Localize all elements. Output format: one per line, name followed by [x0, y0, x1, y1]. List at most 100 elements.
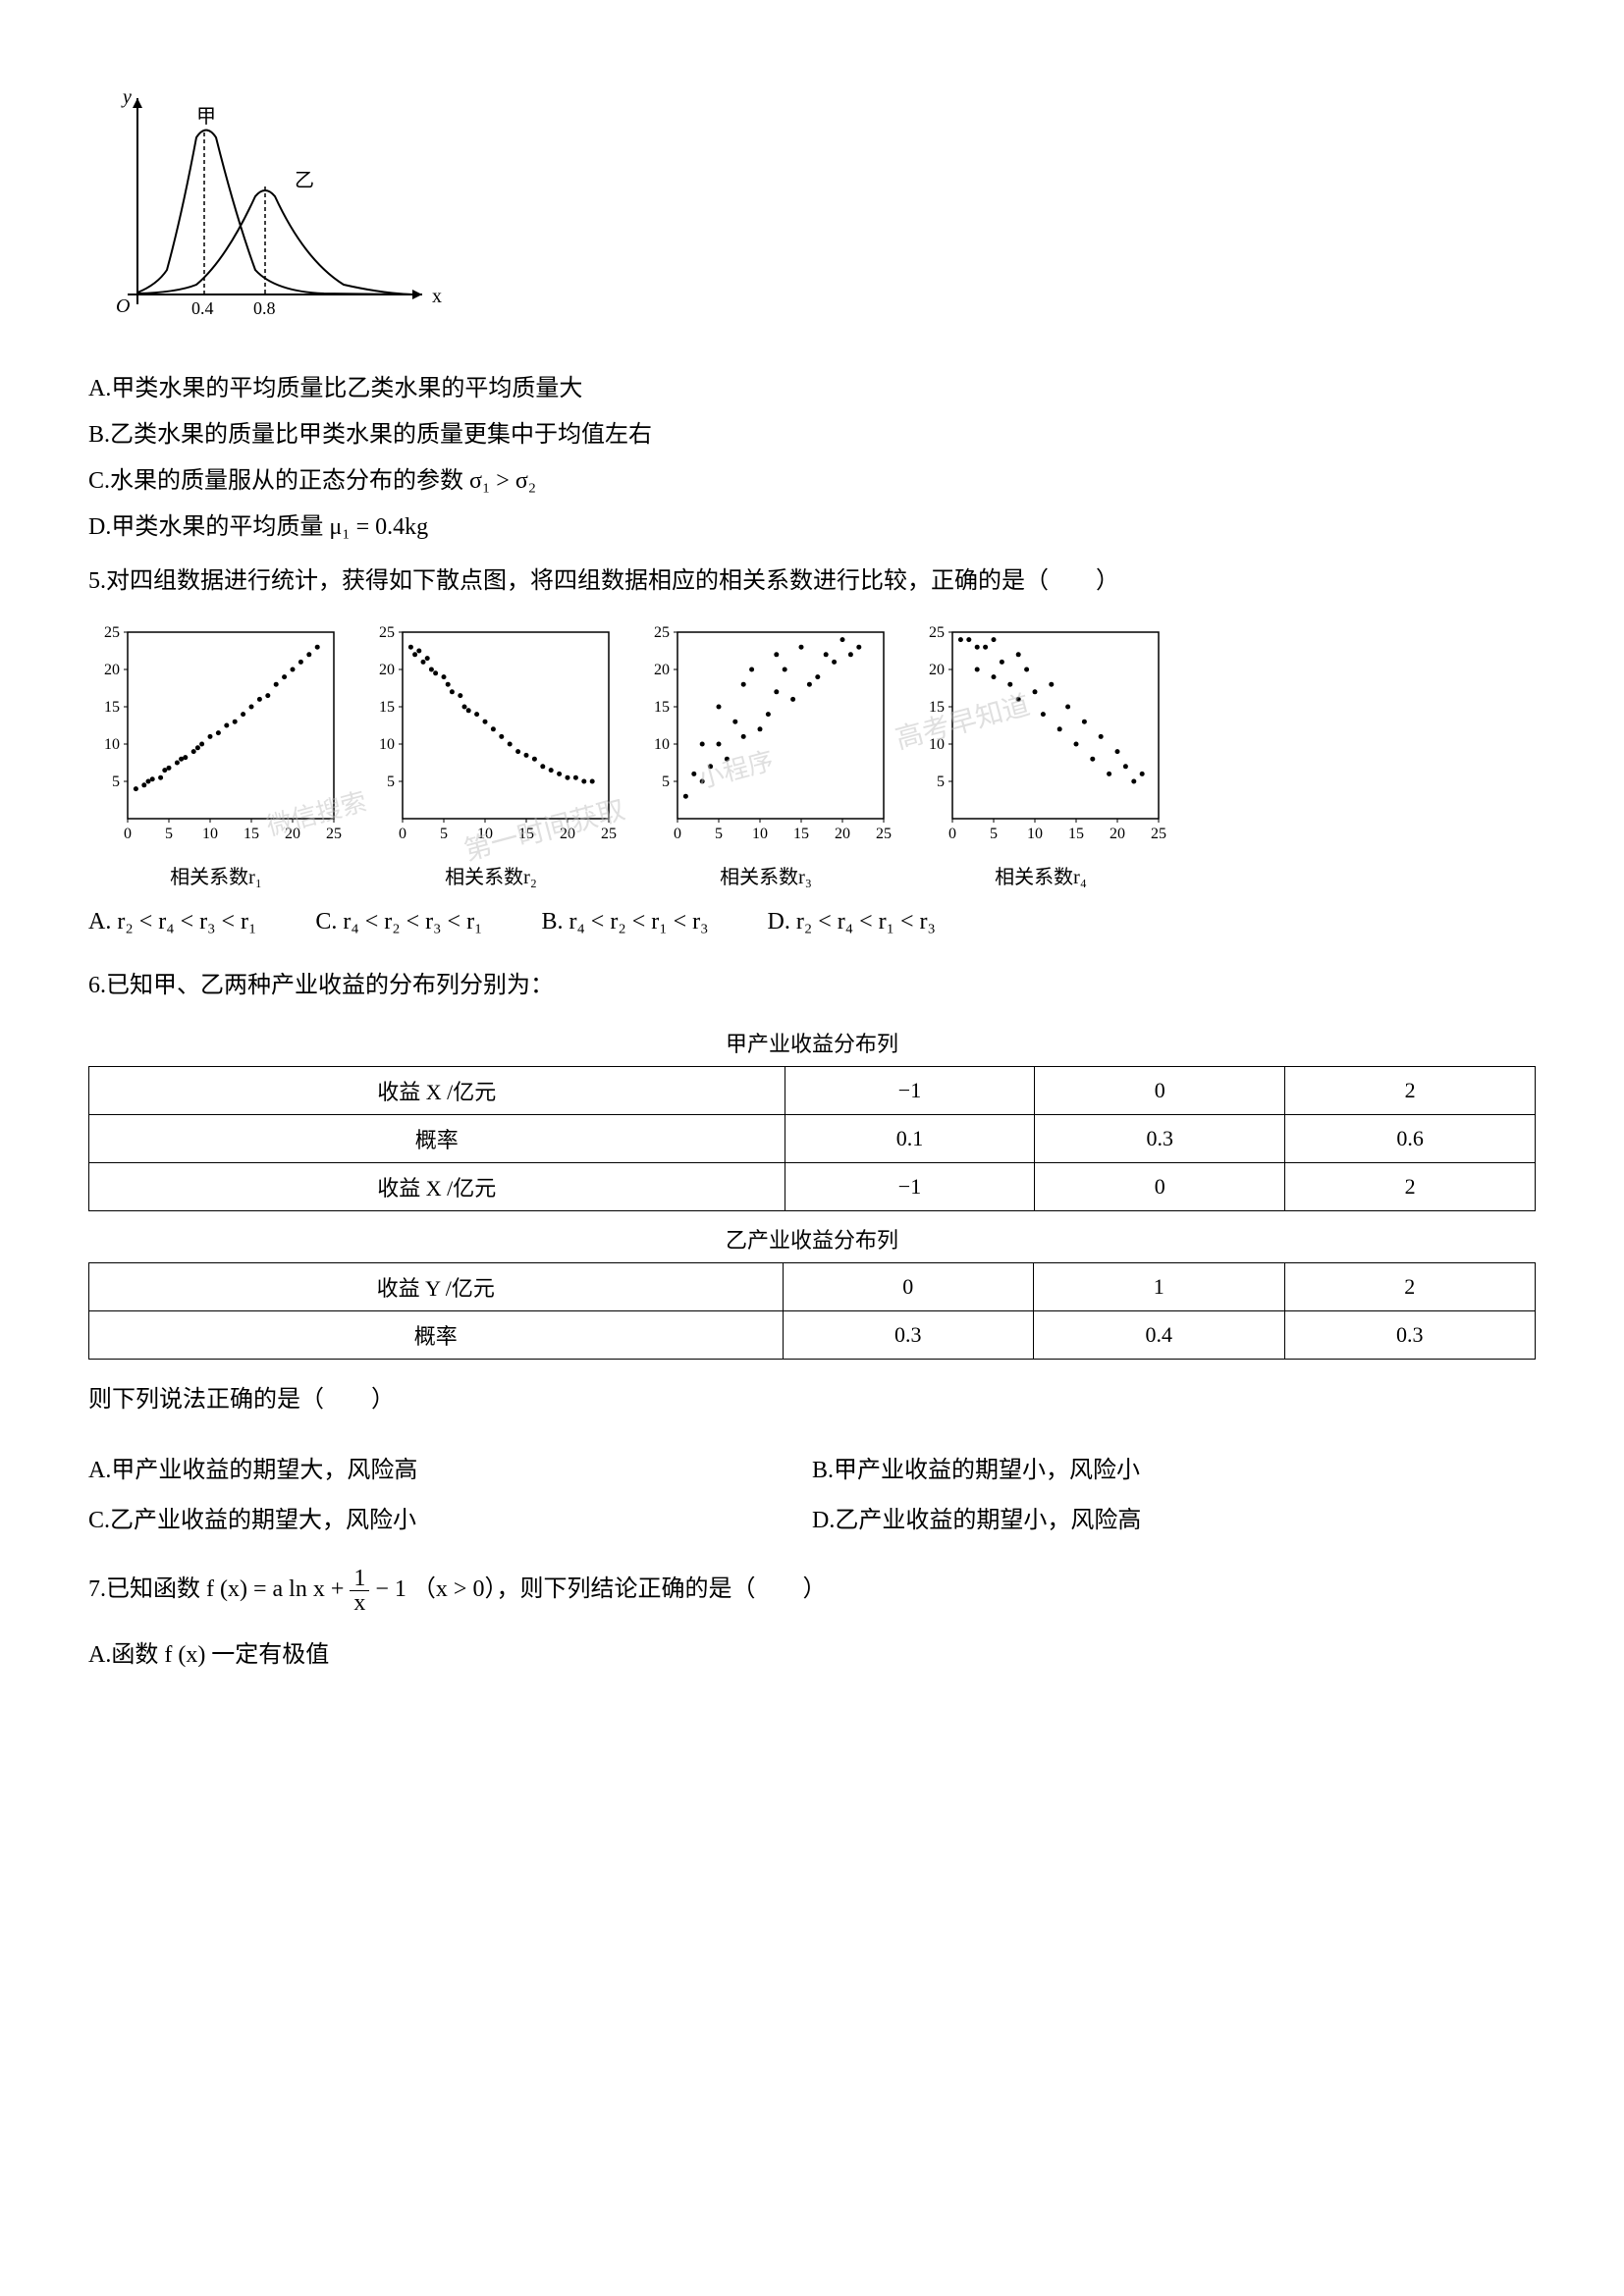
table-cell: −1	[785, 1067, 1035, 1115]
svg-text:20: 20	[835, 826, 850, 842]
q4-option-a: A.甲类水果的平均质量比乙类水果的平均质量大	[88, 368, 1536, 402]
svg-text:0: 0	[674, 826, 681, 842]
distribution-table-2: 收益 Y /亿元 0 1 2 概率 0.3 0.4 0.3	[88, 1262, 1536, 1360]
scatter-item: 0510152025510152025 相关系数r₄	[913, 622, 1168, 889]
q5-option-b: B. r₄ < r₂ < r₁ < r₃	[541, 909, 708, 935]
svg-text:10: 10	[379, 736, 395, 753]
svg-text:15: 15	[793, 826, 809, 842]
table-cell: 0.6	[1285, 1115, 1536, 1163]
table-cell: 0	[1035, 1067, 1285, 1115]
table-cell: −1	[785, 1163, 1035, 1211]
svg-text:25: 25	[1151, 826, 1166, 842]
svg-text:10: 10	[654, 736, 670, 753]
svg-text:20: 20	[1110, 826, 1125, 842]
scatter-item: 0510152025510152025 相关系数r₂	[363, 622, 619, 889]
q5-option-a: A. r₂ < r₄ < r₃ < r₁	[88, 909, 256, 935]
q7-prefix: 7.已知函数 f (x) = a ln x +	[88, 1576, 350, 1602]
q6-option-b: B.甲产业收益的期望小，风险小	[812, 1450, 1536, 1484]
svg-text:5: 5	[165, 826, 173, 842]
distribution-table-1: 收益 X /亿元 −1 0 2 概率 0.1 0.3 0.6 收益 X /亿元 …	[88, 1066, 1536, 1211]
table-cell: 0.3	[1284, 1311, 1536, 1360]
scatter-plot-3: 0510152025510152025	[638, 622, 893, 848]
table-cell: 收益 X /亿元	[89, 1163, 785, 1211]
table-cell: 0	[783, 1263, 1033, 1311]
q6-options: A.甲产业收益的期望大，风险高 B.甲产业收益的期望小，风险小 C.乙产业收益的…	[88, 1442, 1536, 1542]
q6-option-d: D.乙产业收益的期望小，风险高	[812, 1500, 1536, 1534]
svg-text:25: 25	[601, 826, 617, 842]
svg-text:10: 10	[104, 736, 120, 753]
table-cell: 0.3	[1035, 1115, 1285, 1163]
q6-followup: 则下列说法正确的是（ ）	[88, 1379, 1536, 1421]
curve2-label: 乙	[295, 170, 314, 191]
svg-text:5: 5	[715, 826, 723, 842]
table-row: 概率 0.1 0.3 0.6	[89, 1115, 1536, 1163]
svg-text:25: 25	[326, 826, 342, 842]
svg-text:20: 20	[285, 826, 300, 842]
table-row: 收益 X /亿元 −1 0 2	[89, 1067, 1536, 1115]
svg-text:5: 5	[990, 826, 998, 842]
svg-text:20: 20	[379, 662, 395, 678]
scatter-item: 0510152025510152025 相关系数r₃	[638, 622, 893, 889]
svg-text:10: 10	[929, 736, 945, 753]
svg-text:25: 25	[654, 624, 670, 641]
q4-option-b: B.乙类水果的质量比甲类水果的质量更集中于均值左右	[88, 414, 1536, 449]
table-row: 概率 0.3 0.4 0.3	[89, 1311, 1536, 1360]
svg-text:10: 10	[477, 826, 493, 842]
svg-text:5: 5	[387, 774, 395, 790]
scatter2-label: 相关系数r₂	[363, 861, 619, 889]
svg-text:15: 15	[104, 699, 120, 716]
svg-text:15: 15	[929, 699, 945, 716]
table-cell: 0.3	[783, 1311, 1033, 1360]
svg-text:25: 25	[929, 624, 945, 641]
table-cell: 2	[1285, 1067, 1536, 1115]
svg-text:25: 25	[876, 826, 892, 842]
normal-curve-svg: x y O 甲 乙 0.4 0.8	[88, 79, 442, 334]
svg-text:5: 5	[937, 774, 945, 790]
q6-option-c: C.乙产业收益的期望大，风险小	[88, 1500, 812, 1534]
curve1-label: 甲	[196, 106, 216, 128]
svg-text:15: 15	[379, 699, 395, 716]
table-row: 收益 Y /亿元 0 1 2	[89, 1263, 1536, 1311]
scatter-plot-4: 0510152025510152025	[913, 622, 1168, 848]
svg-text:15: 15	[244, 826, 259, 842]
q5-options: A. r₂ < r₄ < r₃ < r₁ C. r₄ < r₂ < r₃ < r…	[88, 909, 1536, 935]
svg-text:25: 25	[379, 624, 395, 641]
table-cell: 2	[1285, 1163, 1536, 1211]
svg-text:10: 10	[752, 826, 768, 842]
x-axis-label: x	[432, 286, 442, 307]
svg-text:0: 0	[399, 826, 406, 842]
scatter4-label: 相关系数r₄	[913, 861, 1168, 889]
table-cell: 收益 Y /亿元	[89, 1263, 784, 1311]
table-cell: 1	[1034, 1263, 1284, 1311]
table-cell: 概率	[89, 1311, 784, 1360]
scatter1-label: 相关系数r₁	[88, 861, 344, 889]
origin-label: O	[116, 295, 130, 317]
tick1-label: 0.4	[191, 298, 214, 318]
table-cell: 2	[1284, 1263, 1536, 1311]
scatter-item: 0510152025510152025 相关系数r₁	[88, 622, 344, 889]
svg-text:20: 20	[929, 662, 945, 678]
q7-option-a: A.函数 f (x) 一定有极值	[88, 1634, 1536, 1669]
table-row: 收益 X /亿元 −1 0 2	[89, 1163, 1536, 1211]
q5-option-d: D. r₂ < r₄ < r₁ < r₃	[768, 909, 936, 935]
table1-caption: 甲产业收益分布列	[88, 1027, 1536, 1058]
scatter-plot-1: 0510152025510152025	[88, 622, 344, 848]
fraction-denominator: x	[350, 1591, 369, 1615]
table2-caption: 乙产业收益分布列	[88, 1223, 1536, 1255]
q6-option-a: A.甲产业收益的期望大，风险高	[88, 1450, 812, 1484]
q7-suffix: − 1 （x > 0），则下列结论正确的是（ ）	[375, 1576, 826, 1602]
y-axis-label: y	[121, 86, 132, 108]
svg-text:5: 5	[662, 774, 670, 790]
table-cell: 0.1	[785, 1115, 1035, 1163]
svg-text:0: 0	[124, 826, 132, 842]
svg-text:15: 15	[1068, 826, 1084, 842]
q4-option-d: D.甲类水果的平均质量 μ₁ = 0.4kg	[88, 507, 1536, 541]
svg-text:5: 5	[440, 826, 448, 842]
table-cell: 0	[1035, 1163, 1285, 1211]
svg-text:15: 15	[654, 699, 670, 716]
svg-text:25: 25	[104, 624, 120, 641]
fraction: 1 x	[350, 1567, 369, 1615]
q5-text: 5.对四组数据进行统计，获得如下散点图，将四组数据相应的相关系数进行比较，正确的…	[88, 561, 1536, 603]
scatter-plot-grid: 小程序 高考早知道 微信搜索 第一时间获取 051015202551015202…	[88, 622, 1536, 889]
tick2-label: 0.8	[253, 298, 276, 318]
